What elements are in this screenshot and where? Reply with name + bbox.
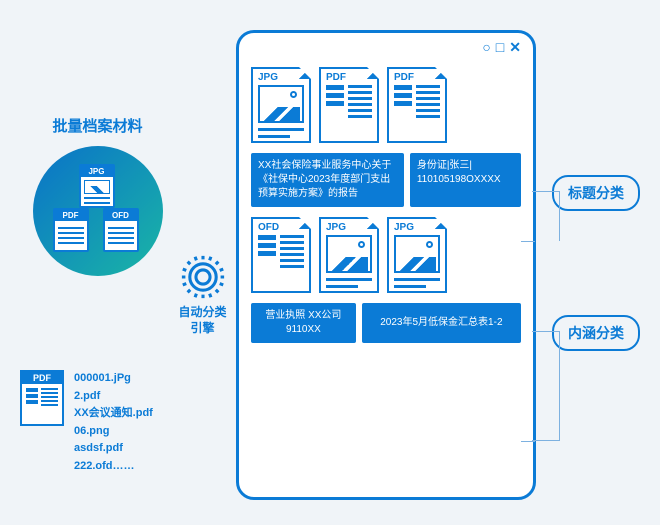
result-window: ○ □ ✕ JPG PDF PDF XX社会保险事业服务中心关于《社保中心202… [236,30,536,500]
connector-2b [521,441,535,442]
filelist-icon: PDF [20,370,64,426]
caption-1a: XX社会保险事业服务中心关于《社保中心2023年度部门支出预算实施方案》的报告 [251,153,404,207]
maximize-icon[interactable]: □ [496,39,504,55]
materials-circle: JPG PDF OFD [33,146,163,276]
window-titlebar: ○ □ ✕ [239,33,533,61]
caption-2b: 2023年5月低保金汇总表1-2 [362,303,521,343]
batch-materials-section: 批量档案材料 JPG PDF OFD [20,115,175,276]
caption-2a: 营业执照 XX公司 9110XX [251,303,356,343]
caption-row-1: XX社会保险事业服务中心关于《社保中心2023年度部门支出预算实施方案》的报告 … [251,153,521,207]
connector-1 [532,191,560,241]
file-list-section: PDF 000001.jPg 2.pdf XX会议通知.pdf [20,370,153,476]
badge-title-classification: 标题分类 [552,175,640,211]
file-jpg-3: JPG [387,217,447,293]
batch-title: 批量档案材料 [20,115,175,136]
circle-file-pdf: PDF [53,208,89,252]
classification-engine: 自动分类 引擎 [175,255,230,336]
file-pdf-2: PDF [387,67,447,143]
file-jpg-2: JPG [319,217,379,293]
file-jpg-1: JPG [251,67,311,143]
file-row-1: JPG PDF PDF [251,67,521,143]
file-ofd-1: OFD [251,217,311,293]
close-icon[interactable]: ✕ [509,39,521,56]
gear-label: 自动分类 引擎 [175,305,230,336]
gear-icon [181,255,225,299]
circle-file-jpg: JPG [79,164,115,208]
badge-content-classification: 内涵分类 [552,315,640,351]
caption-row-2: 营业执照 XX公司 9110XX 2023年5月低保金汇总表1-2 [251,303,521,343]
circle-file-ofd: OFD [103,208,139,252]
connector-2 [532,331,560,441]
file-names-list: 000001.jPg 2.pdf XX会议通知.pdf 06.png asdsf… [74,370,153,476]
minimize-icon[interactable]: ○ [482,39,490,55]
caption-1b: 身份证|张三| 110105198OXXXX [410,153,521,207]
file-pdf-1: PDF [319,67,379,143]
file-row-2: OFD JPG JPG [251,217,521,293]
connector-1b [521,241,535,242]
